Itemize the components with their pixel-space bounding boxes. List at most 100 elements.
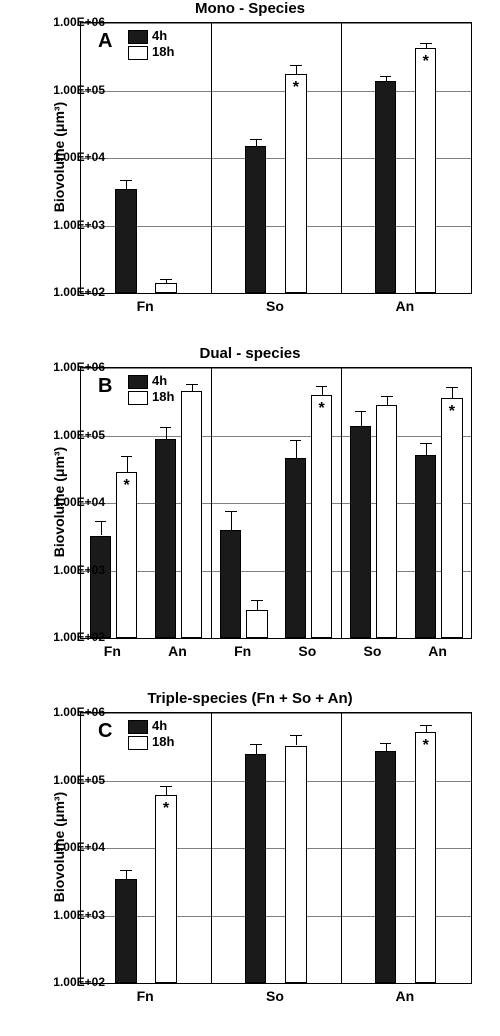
- group-separator: [341, 23, 342, 293]
- error-bar: [127, 456, 128, 472]
- error-cap: [120, 870, 132, 871]
- legend-swatch-18h: [128, 736, 148, 750]
- significance-star: *: [423, 737, 429, 755]
- significance-star: *: [163, 800, 169, 818]
- gridline: [81, 368, 471, 369]
- ytick-label: 1.00E+06: [53, 15, 105, 29]
- legend-label-18h: 18h: [152, 44, 174, 59]
- legend: 4h18h: [128, 28, 174, 60]
- legend-swatch-4h: [128, 30, 148, 44]
- plot-area: **: [80, 712, 472, 984]
- group-separator: [211, 368, 212, 638]
- group-separator: [211, 23, 212, 293]
- error-cap: [186, 384, 198, 385]
- x-axis-label: An: [428, 643, 447, 659]
- significance-star: *: [124, 477, 130, 495]
- error-cap: [120, 180, 132, 181]
- legend: 4h18h: [128, 718, 174, 750]
- error-cap: [355, 411, 367, 412]
- ytick-label: 1.00E+02: [53, 285, 105, 299]
- legend-item-4h: 4h: [128, 28, 174, 44]
- x-axis-label: So: [266, 988, 284, 1004]
- error-bar: [101, 521, 102, 535]
- error-cap: [420, 43, 432, 44]
- legend-swatch-4h: [128, 375, 148, 389]
- bar-18h: [441, 398, 462, 638]
- legend-swatch-18h: [128, 391, 148, 405]
- x-axis-label: So: [364, 643, 382, 659]
- ytick-label: 1.00E+04: [53, 495, 105, 509]
- error-cap: [160, 427, 172, 428]
- bar-18h: [415, 732, 436, 983]
- significance-star: *: [423, 53, 429, 71]
- bar-4h: [115, 879, 136, 983]
- bar-18h: [181, 391, 202, 638]
- bar-18h: [311, 395, 332, 638]
- gridline: [81, 571, 471, 572]
- legend: 4h18h: [128, 373, 174, 405]
- legend-label-4h: 4h: [152, 28, 167, 43]
- error-bar: [256, 139, 257, 146]
- gridline: [81, 158, 471, 159]
- significance-star: *: [293, 79, 299, 97]
- error-bar: [322, 386, 323, 395]
- legend-item-18h: 18h: [128, 734, 174, 750]
- ytick-label: 1.00E+04: [53, 150, 105, 164]
- legend-item-4h: 4h: [128, 373, 174, 389]
- ytick-label: 1.00E+03: [53, 218, 105, 232]
- error-bar: [387, 396, 388, 405]
- x-axis-label: An: [168, 643, 187, 659]
- x-axis-label: Fn: [137, 988, 154, 1004]
- panel-letter: C: [98, 720, 112, 743]
- group-separator: [341, 368, 342, 638]
- error-cap: [446, 387, 458, 388]
- error-cap: [121, 456, 133, 457]
- ytick-label: 1.00E+03: [53, 908, 105, 922]
- ytick-label: 1.00E+04: [53, 840, 105, 854]
- error-cap: [290, 440, 302, 441]
- legend-label-4h: 4h: [152, 718, 167, 733]
- error-cap: [160, 279, 172, 280]
- x-axis-label: An: [396, 988, 415, 1004]
- error-bar: [257, 600, 258, 610]
- panel-C: Triple-species (Fn + So + An)Biovolume (…: [0, 690, 500, 1035]
- gridline: [81, 713, 471, 714]
- bar-18h: [116, 472, 137, 638]
- gridline: [81, 91, 471, 92]
- error-bar: [452, 387, 453, 398]
- panel-letter: B: [98, 375, 112, 398]
- bar-4h: [115, 189, 136, 293]
- group-separator: [341, 713, 342, 983]
- ytick-label: 1.00E+05: [53, 773, 105, 787]
- plot-area: ***: [80, 367, 472, 639]
- error-cap: [251, 600, 263, 601]
- error-bar: [126, 870, 127, 879]
- error-bar: [296, 65, 297, 74]
- error-bar: [361, 411, 362, 426]
- error-cap: [290, 735, 302, 736]
- bar-18h: [246, 610, 267, 638]
- ytick-label: 1.00E+03: [53, 563, 105, 577]
- panel-B: Dual - speciesBiovolume (μm³)***1.00E+02…: [0, 345, 500, 690]
- error-bar: [256, 744, 257, 754]
- bar-4h: [285, 458, 306, 638]
- panel-A: Mono - SpeciesBiovolume (μm³)**1.00E+021…: [0, 0, 500, 345]
- legend-label-18h: 18h: [152, 389, 174, 404]
- bar-4h: [375, 81, 396, 293]
- x-axis-label: So: [298, 643, 316, 659]
- legend-item-18h: 18h: [128, 389, 174, 405]
- bar-18h: [155, 283, 176, 293]
- legend-swatch-18h: [128, 46, 148, 60]
- error-cap: [290, 65, 302, 66]
- legend-item-18h: 18h: [128, 44, 174, 60]
- gridline: [81, 23, 471, 24]
- gridline: [81, 226, 471, 227]
- x-axis-label: Fn: [104, 643, 121, 659]
- significance-star: *: [319, 400, 325, 418]
- error-cap: [250, 139, 262, 140]
- bar-4h: [415, 455, 436, 638]
- x-axis-label: So: [266, 298, 284, 314]
- error-cap: [381, 396, 393, 397]
- error-bar: [386, 743, 387, 751]
- ytick-label: 1.00E+02: [53, 975, 105, 989]
